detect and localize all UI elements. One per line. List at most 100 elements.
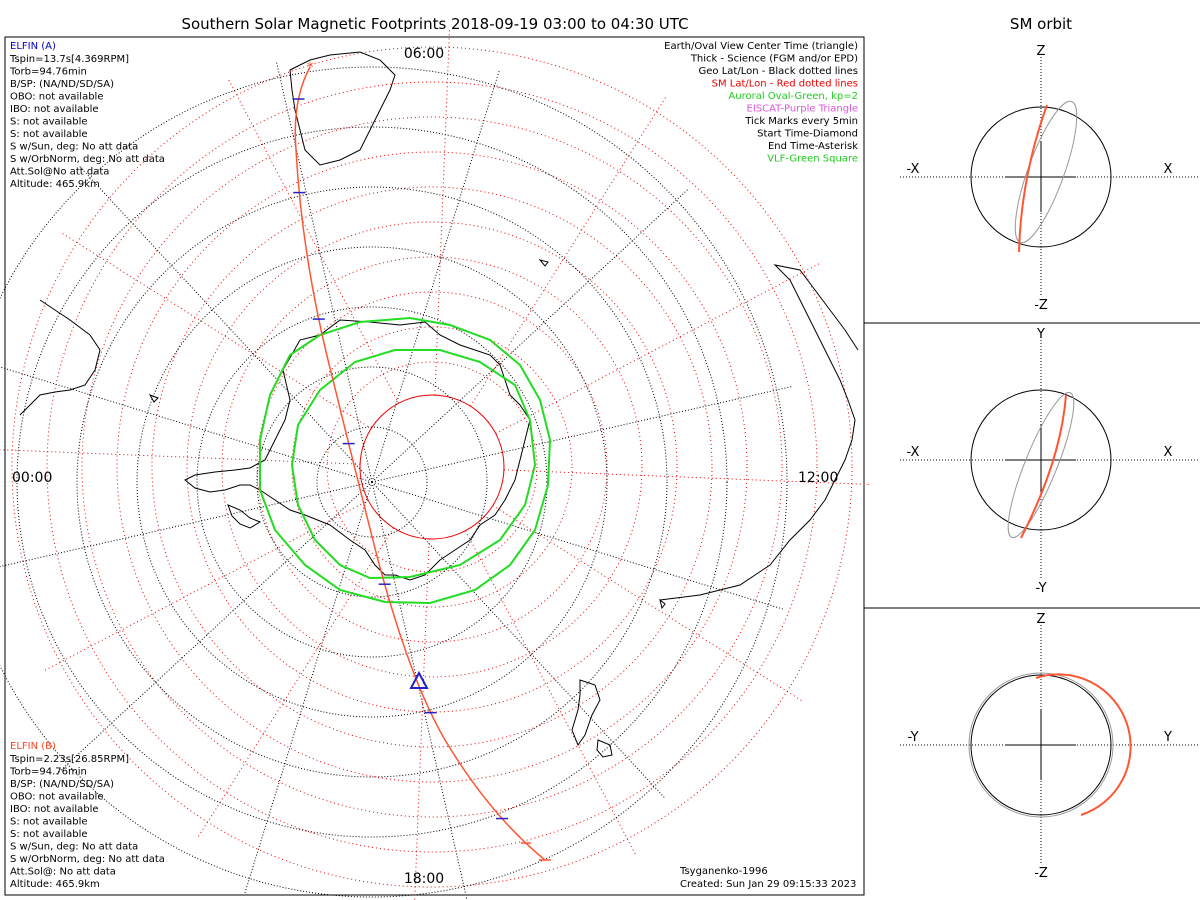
coastlines [19, 51, 859, 758]
geo-meridian [371, 481, 468, 900]
sm-meridian [492, 505, 805, 703]
tasmania-coast [596, 739, 613, 758]
geo-meridian [56, 481, 373, 775]
geo-meridian [371, 386, 792, 483]
hour-label-left: 00:00 [12, 470, 52, 486]
elfin-b-info-line: S: not available [10, 829, 88, 840]
sm-lat-circle [256, 291, 608, 643]
created-timestamp: Created: Sun Jan 29 09:15:33 2023 [680, 879, 856, 890]
hour-label-right: 12:00 [798, 470, 838, 486]
legend-entry: Geo Lat/Lon - Black dotted lines [699, 66, 858, 77]
sm-meridian [196, 527, 394, 840]
geo-lat-circle [136, 246, 608, 718]
elfin-b-info-line: S w/OrbNorm, deg: No att data [10, 854, 165, 865]
sub-antarctic-islands [148, 259, 666, 610]
view-center-triangle [409, 670, 429, 689]
geo-meridian [371, 71, 500, 483]
orbit-science-segment [1035, 673, 1132, 816]
sm-orbit-panels: Z -Z -X X Y -Y -X X Z -Z -Y Y [900, 44, 1200, 881]
orbit-axis-label-left: -X [907, 445, 920, 460]
elfin-b-info-line: Torb=94.76min [9, 767, 87, 778]
orbit-axis-label-top: Y [1036, 327, 1045, 342]
orbit-axis-label-bottom: -Y [1035, 581, 1046, 596]
end-time-asterisk: * [307, 60, 314, 76]
geo-meridian [0, 366, 373, 483]
earth-circle [970, 674, 1112, 816]
auroral-oval-outer [259, 316, 552, 605]
elfin-b-info-line: IBO: not available [10, 804, 99, 815]
legend-entry: EISCAT-Purple Triangle [747, 104, 859, 115]
orbit-axis-label-left: -X [907, 162, 920, 177]
sm-meridian [0, 449, 361, 465]
earth-circle [970, 389, 1112, 531]
legend-entry: Tick Marks every 5min [744, 116, 858, 127]
geo-lat-circle [256, 366, 488, 598]
sm-meridian [503, 469, 872, 486]
south-america-coast [289, 51, 396, 166]
elfin-a-info-line: Altitude: 465.9km [10, 179, 100, 190]
legend: Earth/Oval View Center Time (triangle) Th… [664, 41, 858, 165]
geo-lat-circle [16, 126, 728, 838]
orbit-path [1007, 391, 1075, 539]
model-credit: Tsyganenko-1996 [679, 866, 768, 877]
figure-title: Southern Solar Magnetic Footprints 2018-… [181, 15, 688, 33]
antarctica-coast [184, 319, 531, 581]
geo-meridian [0, 481, 373, 568]
elfin-a-info-line: OBO: not available [10, 92, 104, 103]
australia-coast [659, 264, 859, 601]
legend-entry: SM Lat/Lon - Red dotted lines [712, 79, 858, 90]
sm-lat-circle [151, 186, 713, 748]
map-frame [4, 36, 865, 896]
geo-meridian [276, 62, 373, 483]
elfin-b-info-line: S: not available [10, 817, 88, 828]
elfin-b-info: ELFIN (B) Tspin=2.23s[26.85RPM] Torb=94.7… [9, 741, 165, 890]
geo-meridian [79, 166, 373, 483]
sm-meridian [470, 94, 668, 407]
orbit-axis-label-left: -Y [907, 730, 918, 745]
elfin-b-info-line: S w/Sun, deg: No att data [10, 842, 138, 853]
auroral-oval-inner [290, 349, 537, 580]
orbit-science-segment [1018, 104, 1048, 253]
sm-lat-circle [221, 256, 643, 678]
legend-entry: Start Time-Diamond [757, 129, 858, 140]
elfin-a-info-line: Tspin=13.7s[4.369RPM] [9, 54, 129, 65]
elfin-b-info-line: Att.Sol@: No att data [10, 867, 116, 878]
orbit-axis-label-top: Z [1037, 612, 1046, 627]
sm-lat-lon-grid [0, 27, 872, 900]
elfin-b-info-line: B/SP: (NA/ND/SD/SA) [10, 779, 114, 790]
elfin-b-info-line: Altitude: 465.9km [10, 879, 100, 890]
sm-lat-circle [11, 46, 853, 888]
legend-entry: End Time-Asterisk [768, 141, 858, 152]
elfin-a-info-line: Torb=94.76min [9, 67, 87, 78]
orbit-title: SM orbit [1010, 15, 1072, 33]
sm-meridian [495, 261, 822, 434]
elfin-a-info-line: S w/OrbNorm, deg: No att data [10, 154, 165, 165]
elfin-b-info-line: OBO: not available [10, 792, 104, 803]
new-zealand-coast [571, 679, 601, 747]
sm-meridian [414, 538, 430, 900]
legend-entry: Auroral Oval-Green, kp=2 [728, 91, 858, 102]
sm-lat-circle [291, 326, 573, 608]
orbit-axis-label-right: X [1164, 445, 1173, 460]
geo-lat-lon-grid [0, 62, 792, 900]
geo-meridian [371, 189, 688, 483]
sm-meridian [226, 77, 399, 404]
track-tick-marks [292, 98, 551, 861]
orbit-axis-label-top: Z [1037, 44, 1046, 59]
orbit-path [968, 672, 1114, 818]
orbit-path [1014, 100, 1078, 244]
legend-entry: VLF-Green Square [767, 154, 858, 165]
orbit-axis-label-bottom: -Z [1034, 298, 1048, 313]
elfin-footprint-track [294, 66, 546, 861]
geo-lat-circle [196, 306, 548, 658]
elfin-b-name: ELFIN (B) [10, 741, 56, 752]
sm-meridian [59, 231, 372, 429]
elfin-a-info-line: S: not available [10, 117, 88, 128]
elfin-a-info-line: S: not available [10, 129, 88, 140]
orbit-science-segment [1020, 394, 1067, 539]
legend-entry: Thick - Science (FGM and/or EPD) [690, 54, 858, 65]
peninsula-coast [227, 504, 262, 529]
geo-lat-circle [316, 426, 428, 538]
africa-coast [19, 299, 101, 416]
